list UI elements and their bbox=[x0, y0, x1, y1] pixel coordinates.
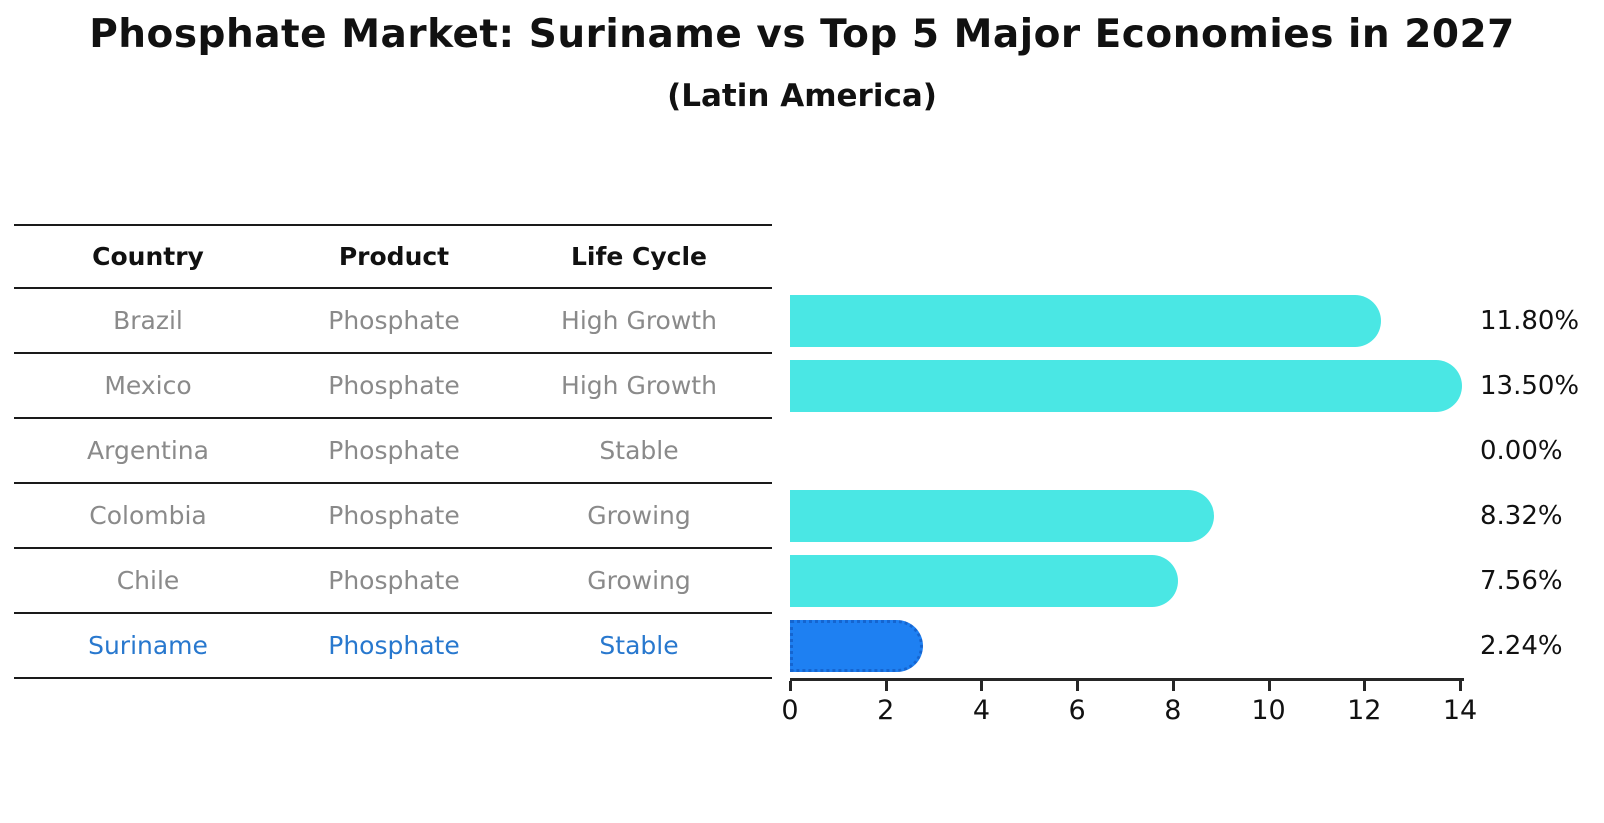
product-cell: Phosphate bbox=[328, 501, 460, 530]
bar-brazil bbox=[790, 295, 1381, 347]
x-tick-label: 14 bbox=[1442, 695, 1478, 726]
x-tick-label: 4 bbox=[972, 695, 991, 726]
bar-colombia bbox=[790, 490, 1215, 542]
x-tick-mark bbox=[884, 681, 888, 691]
x-tick-mark bbox=[1267, 681, 1271, 691]
life-cycle-cell: Growing bbox=[587, 566, 691, 595]
country-cell: Mexico bbox=[104, 371, 192, 400]
bar-row-suriname bbox=[790, 614, 1460, 679]
x-tick-label: 12 bbox=[1347, 695, 1382, 726]
country-cell: Brazil bbox=[113, 306, 183, 335]
bar-row-colombia bbox=[790, 484, 1460, 549]
bar-suriname bbox=[790, 620, 924, 672]
table-row-argentina: Argentina Phosphate Stable bbox=[14, 419, 772, 484]
value-label-colombia: 8.32% bbox=[1480, 501, 1563, 531]
country-cell: Suriname bbox=[88, 631, 208, 660]
bar-plot-area bbox=[790, 289, 1463, 679]
country-table: Country Product Life Cycle Brazil Phosph… bbox=[14, 224, 772, 679]
country-cell: Colombia bbox=[89, 501, 207, 530]
bar-chile bbox=[790, 555, 1178, 607]
product-cell: Phosphate bbox=[328, 306, 460, 335]
product-cell: Phosphate bbox=[328, 436, 460, 465]
x-tick-mark bbox=[1076, 681, 1080, 691]
life-cycle-cell: High Growth bbox=[561, 371, 717, 400]
x-tick-label: 8 bbox=[1164, 695, 1182, 726]
life-cycle-cell: Stable bbox=[599, 436, 679, 465]
column-header-life-cycle: Life Cycle bbox=[570, 242, 708, 271]
life-cycle-cell: Growing bbox=[587, 501, 691, 530]
x-axis-line bbox=[790, 678, 1464, 681]
bar-row-argentina bbox=[790, 419, 1460, 484]
bar-row-mexico bbox=[790, 354, 1463, 419]
country-cell: Argentina bbox=[87, 436, 209, 465]
table-row-colombia: Colombia Phosphate Growing bbox=[14, 484, 772, 549]
life-cycle-cell: Stable bbox=[599, 631, 679, 660]
column-header-product: Product bbox=[338, 242, 450, 271]
value-label-chile: 7.56% bbox=[1480, 566, 1563, 596]
value-label-argentina: 0.00% bbox=[1480, 436, 1563, 466]
x-tick-mark bbox=[1363, 681, 1367, 691]
product-cell: Phosphate bbox=[328, 631, 460, 660]
x-tick-mark bbox=[1459, 681, 1462, 691]
x-tick-label: 10 bbox=[1251, 695, 1286, 726]
column-header-country: Country bbox=[92, 242, 204, 271]
table-header-row: Country Product Life Cycle bbox=[14, 224, 772, 289]
bar-mexico bbox=[790, 360, 1463, 412]
x-tick-mark bbox=[789, 681, 792, 691]
bar-row-chile bbox=[790, 549, 1460, 614]
life-cycle-cell: High Growth bbox=[561, 306, 717, 335]
product-cell: Phosphate bbox=[328, 566, 460, 595]
table-row-suriname: Suriname Phosphate Stable bbox=[14, 614, 772, 679]
table-row-brazil: Brazil Phosphate High Growth bbox=[14, 289, 772, 354]
value-label-mexico: 13.50% bbox=[1480, 371, 1580, 401]
product-cell: Phosphate bbox=[328, 371, 460, 400]
chart-subtitle: (Latin America) bbox=[667, 78, 937, 114]
x-tick-label: 0 bbox=[781, 695, 799, 726]
chart-title: Phosphate Market: Suriname vs Top 5 Majo… bbox=[89, 12, 1515, 57]
table-row-chile: Chile Phosphate Growing bbox=[14, 549, 772, 614]
x-tick-mark bbox=[980, 681, 984, 691]
country-cell: Chile bbox=[116, 566, 180, 595]
table-row-mexico: Mexico Phosphate High Growth bbox=[14, 354, 772, 419]
bar-row-brazil bbox=[790, 289, 1460, 354]
x-tick-mark bbox=[1171, 681, 1175, 691]
x-axis-ticks: 0 2 4 6 8 10 12 14 bbox=[781, 681, 1477, 741]
x-tick-label: 6 bbox=[1068, 695, 1086, 726]
value-label-suriname: 2.24% bbox=[1480, 631, 1563, 661]
x-tick-label: 2 bbox=[877, 695, 895, 726]
value-label-brazil: 11.80% bbox=[1480, 306, 1580, 336]
